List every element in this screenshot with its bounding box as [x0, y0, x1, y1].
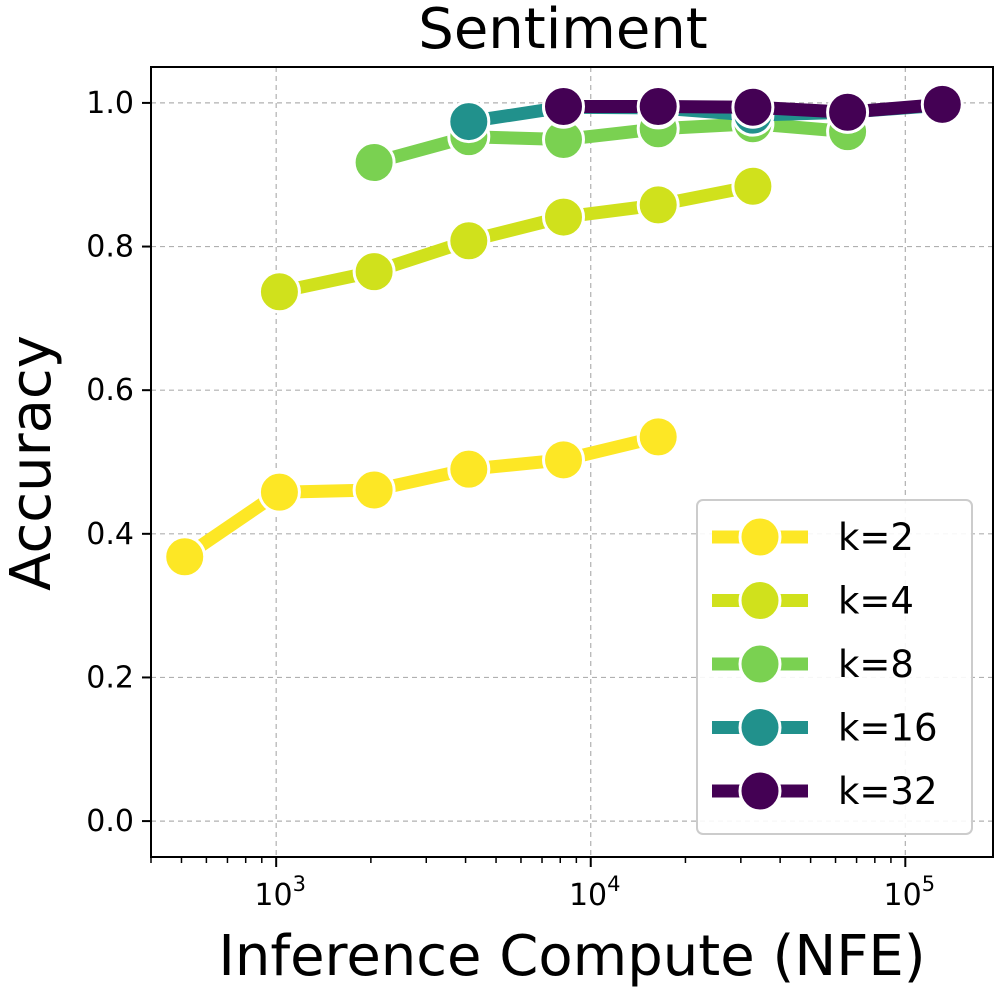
- legend-label: k=32: [838, 770, 938, 813]
- data-point: [352, 468, 396, 512]
- data-point: [163, 535, 207, 579]
- y-tick-label: 0.2: [86, 660, 134, 695]
- y-axis-label: Accuracy: [0, 335, 64, 591]
- series-line: [272, 179, 760, 299]
- data-point: [257, 270, 301, 314]
- x-axis-label: Inference Compute (NFE): [218, 924, 925, 989]
- series-line: [178, 430, 665, 564]
- y-tick-label: 1.0: [86, 86, 134, 121]
- data-point: [826, 90, 870, 134]
- legend-marker: [738, 642, 782, 686]
- series-layer: [163, 82, 964, 579]
- series-k-32: [542, 82, 964, 134]
- data-point: [447, 100, 491, 144]
- legend-label: k=2: [838, 516, 914, 559]
- data-point: [542, 438, 586, 482]
- legend-marker: [738, 706, 782, 749]
- x-tick-label: 103: [254, 872, 306, 913]
- series-k-4: [257, 164, 775, 314]
- y-tick-label: 0.4: [86, 517, 134, 552]
- legend-entry: k=16: [712, 706, 938, 750]
- data-point: [542, 195, 586, 239]
- data-point: [636, 85, 680, 128]
- y-tick-label: 0.0: [86, 804, 134, 839]
- legend-marker: [738, 515, 782, 559]
- legend-entry: k=8: [712, 642, 914, 686]
- plot-frame: [150, 66, 994, 858]
- data-point: [731, 85, 775, 129]
- axes: 0.0 0.2 0.4 0.6 0.8 1.0 103 104 105: [86, 86, 935, 913]
- x-tick-label: 104: [569, 872, 621, 913]
- data-point: [636, 183, 680, 227]
- data-point: [447, 447, 491, 491]
- data-point: [352, 141, 396, 185]
- y-tick-label: 0.8: [86, 230, 134, 265]
- chart-title: Sentiment: [418, 0, 707, 62]
- data-point: [636, 415, 680, 459]
- data-point: [447, 219, 491, 263]
- data-point: [257, 470, 301, 514]
- legend-entry: k=2: [712, 515, 914, 559]
- y-tick-label: 0.6: [86, 373, 134, 408]
- series-k-2: [163, 415, 680, 579]
- series-line: [367, 117, 855, 169]
- legend: k=2 k=4 k=8 k=16 k=32: [696, 499, 973, 835]
- legend-label: k=4: [838, 580, 914, 623]
- legend-marker: [738, 769, 782, 813]
- data-point: [731, 164, 775, 208]
- legend-entry: k=32: [712, 769, 938, 813]
- legend-marker: [738, 579, 782, 622]
- data-point: [542, 85, 586, 128]
- data-point: [352, 250, 396, 294]
- data-point: [920, 82, 964, 126]
- x-tick-label: 105: [884, 872, 936, 913]
- legend-entry: k=4: [712, 579, 914, 623]
- legend-label: k=16: [838, 707, 938, 750]
- legend-label: k=8: [838, 643, 914, 686]
